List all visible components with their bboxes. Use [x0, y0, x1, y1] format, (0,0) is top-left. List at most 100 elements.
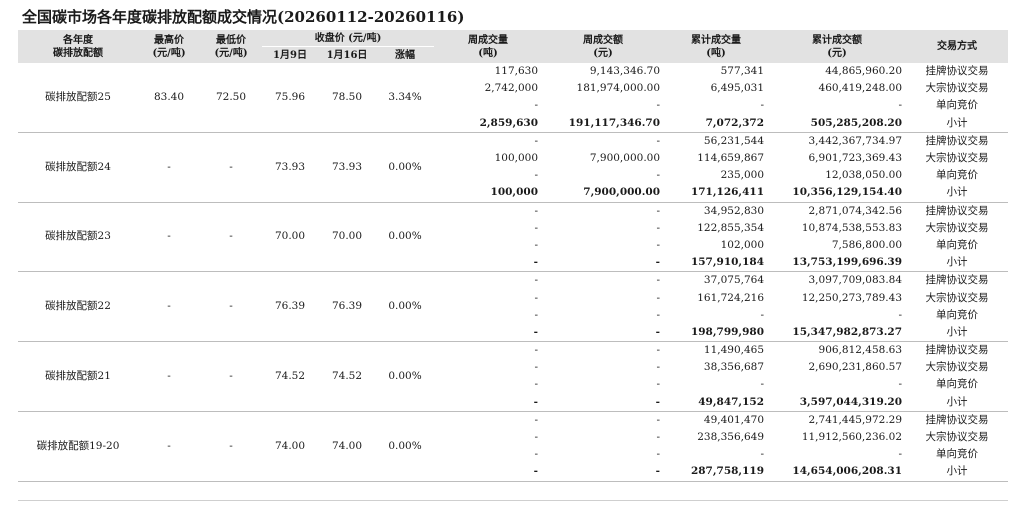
subtotal-row: - -49,847,152 3,597,044,319.20 小计 — [18, 393, 1009, 412]
close-jan9-cell: 73.93 — [262, 132, 318, 203]
subtotal-row: 2,859,630 191,117,346.70 7,072,372 505,285,… — [18, 114, 1009, 133]
cum-amount-cell: 10,874,538,553.83 — [801, 221, 903, 234]
week-amount-cell: 9,143,346.70 — [589, 65, 661, 78]
cum-amount-cell: 7,586,800.00 — [831, 238, 903, 251]
week-amount-cell: - — [656, 291, 661, 304]
table-row: - - - - 单向竞价 — [18, 446, 1008, 463]
cum-amount-cell: - — [898, 99, 903, 112]
trade-method-cell: 单向竞价 — [936, 238, 979, 251]
cum-amount-cell: 6,901,723,369.43 — [808, 152, 903, 165]
header-close-jan16: 1月16日 — [318, 46, 376, 63]
week-amount-cell: - — [656, 431, 661, 444]
change-cell: 0.00% — [376, 411, 435, 482]
trade-method-cell: 大宗协议交易 — [925, 221, 989, 234]
header-cum-volume: 累计成交量 (吨) — [664, 30, 769, 63]
trade-method-cell: 小计 — [906, 114, 1009, 133]
low-price-cell: - — [200, 271, 262, 342]
cum-amount-cell: - — [898, 308, 903, 321]
trade-method-cell: 挂牌协议交易 — [925, 344, 989, 357]
cum-amount-cell: 14,654,006,208.31 — [768, 463, 907, 482]
table-row: 碳排放配额19-20- -74.00 74.00 0.00% - -49,401,470 2… — [18, 411, 1008, 482]
cum-volume-cell: 49,847,152 — [664, 393, 769, 412]
week-volume-cell: - — [534, 448, 539, 461]
table-row: - - 102,000 7,586,800.00 单向竞价 — [18, 237, 1008, 254]
week-volume-cell: - — [434, 323, 543, 342]
carbon-trading-table: 各年度 碳排放配额 最高价 (元/吨) 最低价 (元/吨) 收盘价 (元/吨) … — [18, 30, 1009, 482]
trade-method-cell: 挂牌协议交易 — [925, 413, 989, 426]
low-price-cell: - — [200, 202, 262, 273]
cum-amount-cell: 13,753,199,696.39 — [768, 254, 907, 273]
cum-volume-cell: 198,799,980 — [664, 323, 769, 342]
cum-volume-cell: 102,000 — [720, 238, 765, 251]
trade-method-cell: 大宗协议交易 — [925, 152, 989, 165]
week-volume-cell: - — [434, 254, 543, 273]
page-title: 全国碳市场各年度碳排放配额成交情况(20260112-20260116) — [22, 8, 465, 26]
table-row: - - 235,000 12,038,050.00 单向竞价 — [18, 167, 1008, 184]
high-price-cell: - — [138, 202, 200, 273]
high-price-cell: - — [138, 271, 200, 342]
year-name-cell: 碳排放配额25 — [18, 63, 138, 133]
table-row: - - - - 单向竞价 — [18, 376, 1008, 393]
close-jan9-cell: 75.96 — [262, 63, 318, 133]
year-name-cell: 碳排放配额24 — [18, 132, 138, 203]
close-jan9-cell: 76.39 — [262, 271, 318, 342]
week-volume-cell: - — [534, 238, 539, 251]
trade-method-cell: 小计 — [906, 184, 1009, 203]
cum-volume-cell: 34,952,830 — [703, 204, 765, 217]
table-row: - - 161,724,216 12,250,273,789.43 大宗协议交易 — [18, 289, 1008, 306]
table-row: 2,742,000 181,974,000.00 6,495,031 460,419,… — [18, 80, 1008, 97]
week-amount-cell: - — [542, 323, 665, 342]
week-volume-cell: - — [534, 99, 539, 112]
subtotal-row: - -287,758,119 14,654,006,208.31 小计 — [18, 463, 1009, 482]
cum-volume-cell: 157,910,184 — [664, 254, 769, 273]
change-cell: 0.00% — [376, 132, 435, 203]
table-row: 碳排放配额22- -76.39 76.39 0.00% - -37,075,764 3,09… — [18, 271, 1008, 342]
cum-volume-cell: 56,231,544 — [703, 134, 765, 147]
close-jan16-cell: 70.00 — [318, 202, 376, 273]
cum-amount-cell: 2,871,074,342.56 — [808, 204, 903, 217]
cum-amount-cell: 44,865,960.20 — [825, 65, 903, 78]
cum-amount-cell: 505,285,208.20 — [768, 114, 907, 133]
week-amount-cell: - — [542, 463, 665, 482]
week-amount-cell: - — [656, 169, 661, 182]
week-volume-cell: - — [534, 308, 539, 321]
change-cell: 0.00% — [376, 341, 435, 412]
cum-volume-cell: 11,490,465 — [703, 344, 765, 357]
week-volume-cell: - — [534, 361, 539, 374]
cum-amount-cell: 906,812,458.63 — [818, 344, 903, 357]
subtotal-row: - -157,910,184 13,753,199,696.39 小计 — [18, 254, 1009, 273]
week-volume-cell: - — [534, 291, 539, 304]
trade-method-cell: 单向竞价 — [936, 169, 979, 182]
year-name-cell: 碳排放配额21 — [18, 341, 138, 412]
trade-method-cell: 小计 — [906, 254, 1009, 273]
cum-volume-cell: 38,356,687 — [703, 361, 765, 374]
change-cell: 3.34% — [376, 63, 435, 133]
table-row: - - - - 单向竞价 — [18, 307, 1008, 324]
header-week-volume: 周成交量 (吨) — [434, 30, 543, 63]
trade-method-cell: 单向竞价 — [936, 99, 979, 112]
close-jan9-cell: 74.52 — [262, 341, 318, 412]
header-cum-amount: 累计成交额 (元) — [768, 30, 907, 63]
week-volume-cell: - — [534, 378, 539, 391]
week-amount-cell: - — [656, 204, 661, 217]
high-price-cell: - — [138, 132, 200, 203]
week-amount-cell: 181,974,000.00 — [576, 82, 661, 95]
cum-amount-cell: 2,741,445,972.29 — [808, 413, 903, 426]
header-week-amount: 周成交额 (元) — [542, 30, 665, 63]
cum-amount-cell: 3,597,044,319.20 — [768, 393, 907, 412]
table-row: 碳排放配额24- -73.93 73.93 0.00% - -56,231,544 3,44… — [18, 132, 1008, 203]
header-close-price: 收盘价 (元/吨) — [262, 30, 435, 47]
close-jan16-cell: 73.93 — [318, 132, 376, 203]
high-price-cell: - — [138, 411, 200, 482]
week-volume-cell: 117,630 — [494, 65, 539, 78]
close-jan16-cell: 76.39 — [318, 271, 376, 342]
trade-method-cell: 小计 — [906, 323, 1009, 342]
cum-amount-cell: 15,347,982,873.27 — [768, 323, 907, 342]
trade-method-cell: 大宗协议交易 — [925, 82, 989, 95]
table-bottom-divider — [18, 500, 1008, 501]
table-row: 碳排放配额23- -70.00 70.00 0.00% - -34,952,830 2,87… — [18, 202, 1008, 273]
week-amount-cell: - — [656, 413, 661, 426]
trade-method-cell: 大宗协议交易 — [925, 431, 989, 444]
year-name-cell: 碳排放配额23 — [18, 202, 138, 273]
cum-amount-cell: 3,442,367,734.97 — [808, 134, 903, 147]
